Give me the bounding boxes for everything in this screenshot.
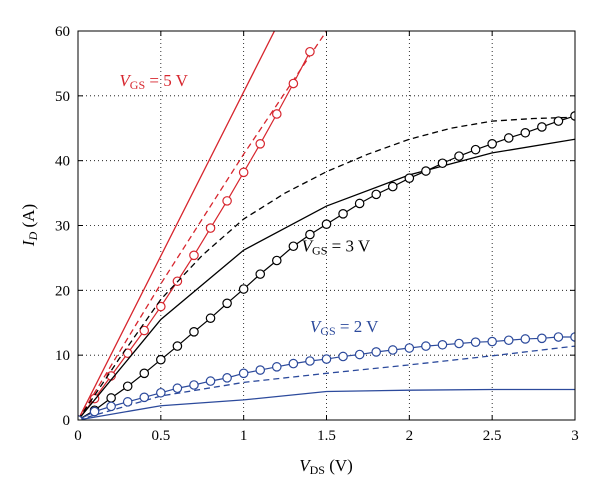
- data-point-vgs2: [454, 338, 464, 349]
- data-point-vgs2: [271, 362, 282, 372]
- data-point-vgs2: [437, 339, 448, 350]
- series-layer: [78, 31, 575, 420]
- data-point-vgs2: [470, 337, 481, 347]
- data-point-vgs2: [487, 336, 497, 347]
- data-point-vgs3: [387, 181, 398, 192]
- data-point-vgs5: [189, 250, 199, 261]
- data-point-vgs2: [537, 333, 547, 344]
- x-tick-label: 0: [74, 428, 82, 444]
- data-point-vgs3: [454, 151, 464, 161]
- data-point-vgs2: [553, 332, 564, 342]
- x-axis-title: VDS (V): [299, 456, 353, 477]
- series-line-vgs5-solid: [78, 31, 276, 420]
- data-point-vgs3: [321, 219, 332, 230]
- data-point-vgs5: [305, 46, 315, 57]
- data-point-vgs5: [205, 223, 216, 233]
- data-point-vgs2: [404, 343, 415, 353]
- data-point-vgs3: [288, 241, 299, 252]
- data-point-vgs3: [106, 393, 116, 403]
- series-line-vgs2-dashed: [78, 345, 575, 420]
- data-point-vgs3: [238, 284, 249, 294]
- data-point-vgs5: [238, 167, 249, 178]
- annotation-label: VGS = 3 V: [302, 236, 371, 257]
- data-point-vgs3: [421, 166, 431, 176]
- data-point-vgs2: [371, 347, 381, 357]
- data-point-vgs2: [205, 376, 216, 386]
- series-line-vgs2-solid: [78, 388, 575, 420]
- annotation-label: VGS = 2 V: [310, 317, 379, 338]
- annotation-label: VGS = 5 V: [119, 71, 188, 92]
- data-point-vgs3: [404, 173, 415, 183]
- data-point-vgs3: [305, 229, 315, 240]
- y-tick-label: 40: [55, 154, 70, 170]
- data-point-vgs2: [421, 341, 431, 351]
- data-point-vgs5: [271, 109, 282, 119]
- data-point-vgs3: [172, 341, 183, 351]
- data-point-vgs2: [387, 345, 398, 355]
- y-tick-label: 60: [55, 24, 70, 40]
- data-point-vgs2: [255, 365, 266, 375]
- data-point-vgs3: [470, 144, 481, 155]
- data-point-vgs5: [288, 78, 299, 89]
- y-axis-title: ID (A): [19, 204, 40, 247]
- data-point-vgs2: [156, 387, 166, 398]
- annotations: VGS = 5 V VGS = 3 V VGS = 2 V: [119, 71, 379, 338]
- data-point-vgs3: [354, 198, 365, 209]
- data-point-vgs2: [305, 356, 315, 366]
- data-point-vgs2: [89, 406, 100, 417]
- data-point-vgs5: [222, 196, 232, 206]
- data-point-vgs3: [205, 313, 216, 324]
- x-tick-label: 1.5: [317, 428, 336, 444]
- data-point-vgs2: [238, 368, 249, 379]
- x-tick-label: 2.5: [483, 428, 502, 444]
- data-point-vgs2: [106, 401, 116, 412]
- series-line-vgs3-dashed: [78, 116, 575, 420]
- data-point-vgs3: [338, 209, 348, 219]
- data-point-vgs5: [255, 139, 266, 149]
- y-tick-label: 0: [63, 413, 71, 429]
- y-tick-label: 10: [55, 348, 70, 364]
- y-tick-label: 30: [55, 219, 70, 235]
- x-tick-label: 1: [240, 428, 248, 444]
- data-point-vgs3: [139, 368, 150, 379]
- x-tick-label: 0.5: [151, 428, 170, 444]
- data-point-vgs2: [321, 354, 332, 364]
- data-point-vgs5: [139, 325, 150, 336]
- x-tick-label: 3: [571, 428, 579, 444]
- series-line-vgs3-solid: [78, 138, 575, 420]
- data-point-vgs3: [222, 298, 232, 309]
- data-point-vgs3: [437, 158, 448, 169]
- data-point-vgs2: [222, 373, 232, 383]
- data-point-vgs2: [172, 383, 183, 394]
- data-point-vgs2: [288, 358, 299, 369]
- data-point-vgs2: [338, 351, 348, 362]
- data-point-vgs5: [156, 301, 166, 312]
- data-point-vgs3: [371, 189, 381, 200]
- data-point-vgs2: [520, 334, 531, 344]
- data-point-vgs3: [503, 133, 514, 143]
- data-point-vgs2: [503, 335, 514, 346]
- data-point-vgs2: [139, 392, 150, 403]
- y-tick-label: 50: [55, 89, 70, 105]
- data-point-vgs3: [156, 354, 166, 365]
- data-point-vgs3: [520, 127, 531, 138]
- data-point-vgs3: [487, 139, 497, 149]
- data-point-vgs3: [271, 255, 282, 266]
- data-point-vgs3: [553, 116, 564, 126]
- data-point-vgs2: [354, 349, 365, 360]
- data-point-vgs2: [189, 380, 199, 390]
- data-point-vgs3: [255, 269, 266, 279]
- x-tick-label: 2: [406, 428, 414, 444]
- data-point-vgs2: [122, 397, 133, 407]
- data-point-vgs3: [189, 327, 199, 337]
- data-point-vgs3: [537, 122, 547, 132]
- data-point-vgs3: [122, 381, 133, 392]
- y-tick-label: 20: [55, 283, 70, 299]
